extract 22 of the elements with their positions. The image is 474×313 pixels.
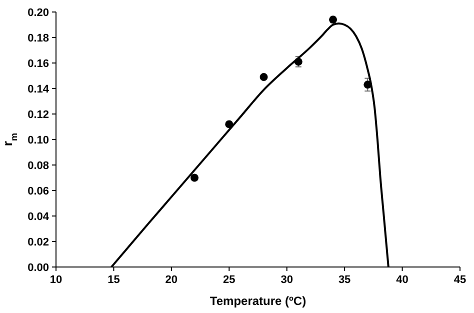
y-tick-label: 0.02 [28, 236, 49, 248]
point [260, 73, 268, 82]
x-axis-title: Temperature (ºC) [210, 294, 306, 308]
point [190, 174, 199, 182]
x-tick-label: 25 [223, 274, 236, 286]
y-tick-label: 0.06 [28, 186, 49, 198]
x-tick-label: 10 [50, 274, 62, 286]
x-tick-label: 15 [108, 274, 120, 286]
y-tick-label: 0.12 [28, 109, 49, 121]
y-tick-label: 0.14 [28, 84, 50, 96]
y-tick-label: 0.00 [28, 262, 49, 274]
x-tick-label: 30 [280, 274, 293, 286]
x-tick-label: 20 [165, 274, 178, 286]
y-tick-label: 0.10 [28, 134, 49, 146]
x-tick-label: 35 [338, 274, 351, 286]
y-tick-label: 0.20 [28, 7, 49, 19]
y-tick-label: 0.04 [28, 211, 50, 223]
y-tick-label: 0.18 [28, 32, 49, 44]
y-tick-label: 0.08 [28, 160, 49, 172]
x-tick-label: 40 [396, 274, 408, 286]
y-tick-label: 0.16 [28, 58, 49, 70]
x-tick-label: 45 [454, 274, 466, 286]
